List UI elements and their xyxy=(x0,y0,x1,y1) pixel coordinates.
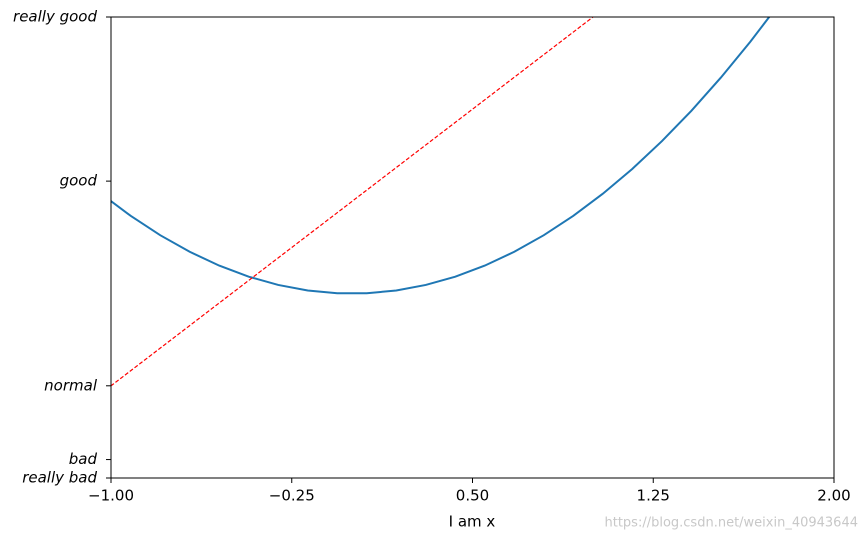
x-tick-label: −1.00 xyxy=(88,487,134,505)
y-tick-label: normal xyxy=(44,376,98,394)
x-tick-label: 2.00 xyxy=(817,487,850,505)
y-tick-label: really bad xyxy=(22,469,97,487)
line-series xyxy=(111,17,771,295)
y-tick-label: really good xyxy=(13,8,97,26)
x-tick-label: −0.25 xyxy=(269,487,315,505)
y-tick-label: good xyxy=(60,172,98,190)
x-tick-label: 1.25 xyxy=(637,487,670,505)
x-tick-label: 0.50 xyxy=(456,487,489,505)
axes-frame xyxy=(110,16,835,479)
x-axis-label: I am x xyxy=(449,513,496,531)
y-tick-label: bad xyxy=(69,450,98,468)
watermark: https://blog.csdn.net/weixin_40943644 xyxy=(604,516,858,531)
line-series xyxy=(111,17,594,387)
